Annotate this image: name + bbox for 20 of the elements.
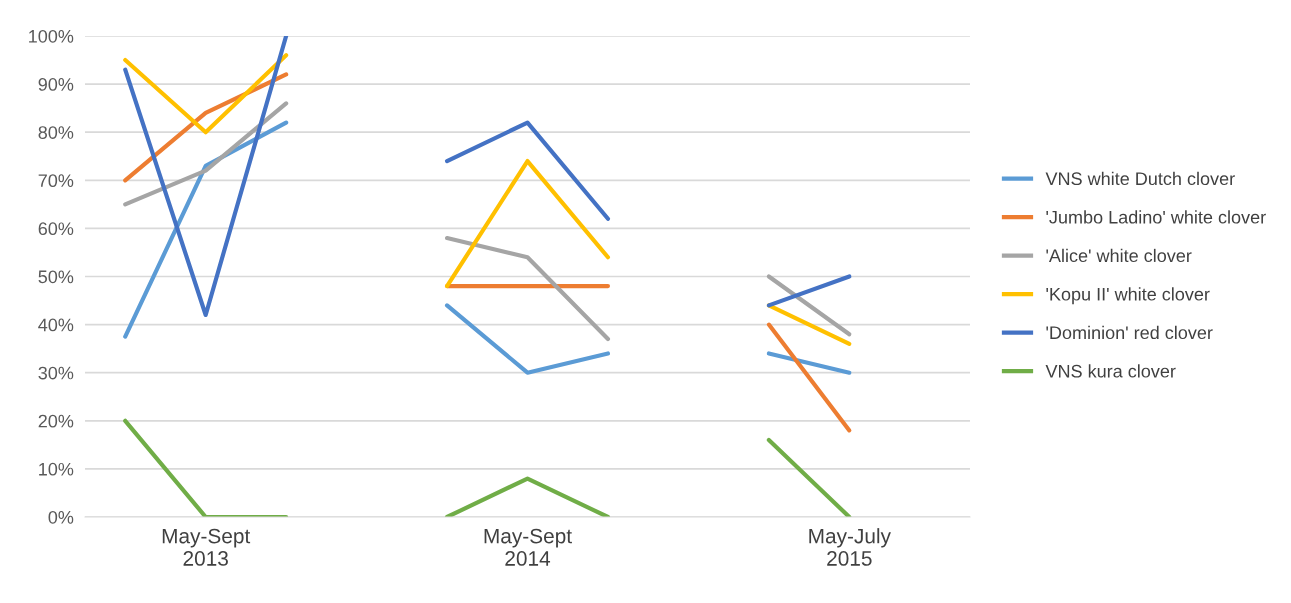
y-tick-label: 90% [38,78,74,91]
y-tick-label: 40% [38,318,74,332]
legend-label: VNS white Dutch clover [1045,171,1235,186]
x-tick-label: May-July 2015 [809,528,891,566]
y-tick-label: 100% [29,29,74,43]
y-tick-label: 20% [38,414,74,428]
y-tick-label: 70% [38,174,74,188]
legend-label: 'Dominion' red clover [1046,325,1213,340]
y-tick-label: 80% [38,126,74,139]
y-tick-label: 60% [38,222,74,236]
x-tick-label: May-Sept 2013 [162,528,251,566]
y-tick-label: 10% [39,462,74,476]
y-tick-label: 0% [48,510,74,524]
legend-label: 'Kopu II' white clover [1046,287,1210,305]
legend-label: 'Jumbo Ladino' white clover [1046,210,1266,224]
y-tick-label: 50% [38,270,74,284]
x-tick-label: May-Sept 2014 [484,528,572,566]
legend-label: VNS kura clover [1045,364,1176,378]
y-tick-label: 30% [38,366,74,380]
legend-label: 'Alice' white clover [1046,248,1192,263]
